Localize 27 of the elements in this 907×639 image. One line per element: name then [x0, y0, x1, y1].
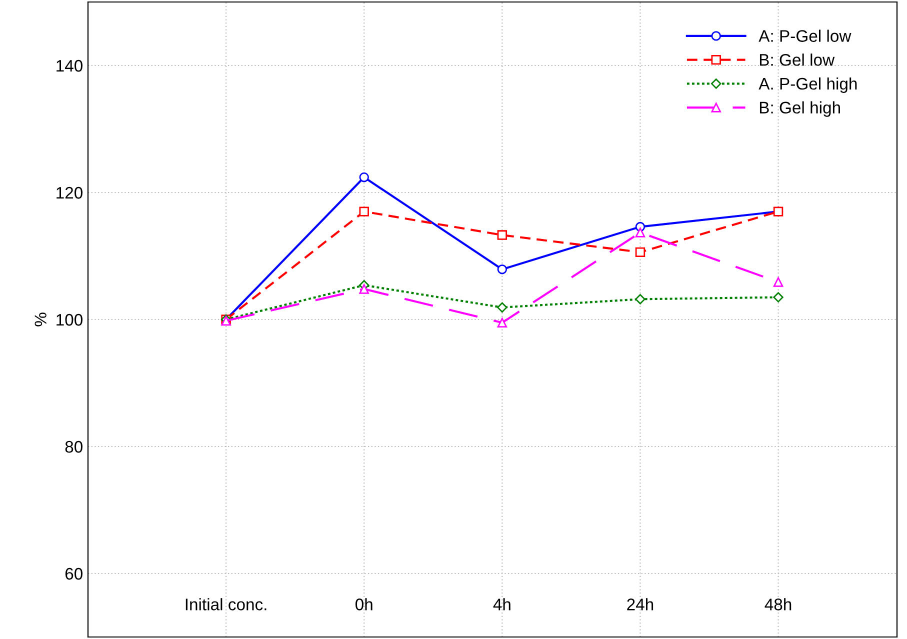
y-tick-label: 100 [56, 314, 82, 326]
point [497, 302, 508, 313]
y-tick-label: 80 [65, 440, 82, 453]
x-tick-label: 4h [493, 598, 510, 610]
point [635, 228, 646, 238]
y-tick-label: 140 [56, 60, 82, 72]
point [635, 294, 646, 304]
point [497, 318, 508, 328]
point [773, 277, 784, 287]
point [773, 292, 784, 302]
point [635, 247, 646, 258]
legend-label: B: Gel low [760, 54, 835, 66]
point [359, 172, 369, 182]
x-tick-label: 0h [355, 598, 372, 610]
point [359, 206, 369, 216]
legend-label: B: Gel high [760, 101, 840, 117]
legend-label: A: P-Gel low [758, 30, 852, 42]
point [497, 230, 508, 240]
point [359, 284, 369, 294]
legend-label: A. P-Gel high [758, 77, 857, 93]
x-tick-label: Initial conc. [186, 598, 266, 610]
y-tick-label: 120 [56, 186, 82, 199]
point [497, 264, 508, 274]
y-axis-title: % [34, 312, 46, 326]
y-tick-label: 60 [65, 568, 82, 580]
x-tick-label: 24h [627, 598, 654, 610]
x-tick-label: 48h [764, 598, 792, 610]
